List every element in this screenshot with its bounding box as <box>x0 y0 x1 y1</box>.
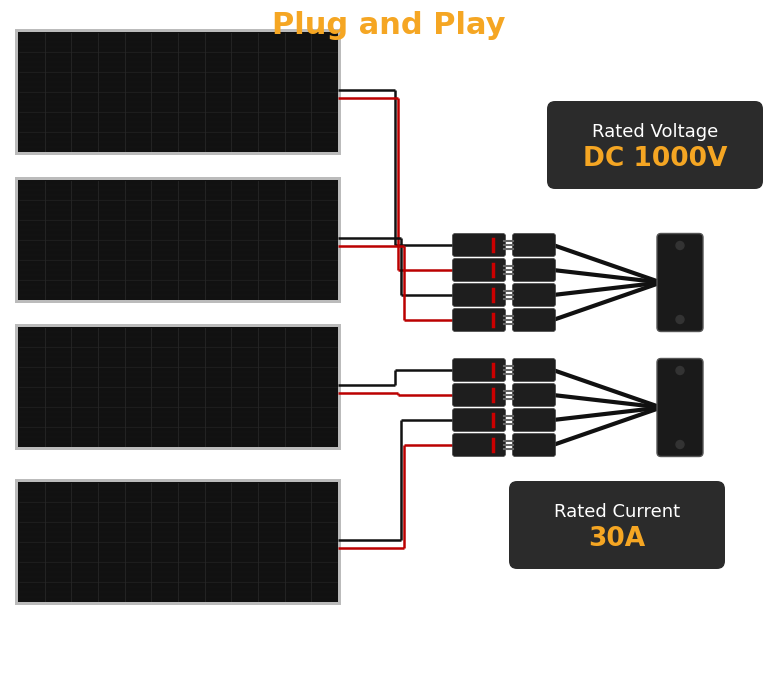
Circle shape <box>676 367 684 374</box>
FancyBboxPatch shape <box>15 324 341 450</box>
Circle shape <box>676 440 684 449</box>
FancyBboxPatch shape <box>453 409 506 431</box>
FancyBboxPatch shape <box>513 284 555 307</box>
FancyBboxPatch shape <box>509 481 725 569</box>
Text: Plug and Play: Plug and Play <box>272 10 506 39</box>
FancyBboxPatch shape <box>15 177 341 303</box>
Text: DC 1000V: DC 1000V <box>583 146 727 172</box>
Bar <box>18 180 338 300</box>
FancyBboxPatch shape <box>453 234 506 256</box>
FancyBboxPatch shape <box>657 234 703 332</box>
FancyBboxPatch shape <box>453 384 506 407</box>
FancyBboxPatch shape <box>453 309 506 332</box>
FancyBboxPatch shape <box>657 358 703 456</box>
Bar <box>18 32 338 152</box>
FancyBboxPatch shape <box>513 234 555 256</box>
FancyBboxPatch shape <box>513 309 555 332</box>
FancyBboxPatch shape <box>513 433 555 456</box>
Bar <box>18 482 338 602</box>
FancyBboxPatch shape <box>547 101 763 189</box>
Text: Rated Current: Rated Current <box>554 503 680 521</box>
FancyBboxPatch shape <box>513 358 555 382</box>
Bar <box>18 327 338 447</box>
Circle shape <box>676 241 684 249</box>
FancyBboxPatch shape <box>513 258 555 281</box>
FancyBboxPatch shape <box>513 384 555 407</box>
Circle shape <box>676 316 684 323</box>
Text: 30A: 30A <box>588 526 646 552</box>
FancyBboxPatch shape <box>15 479 341 605</box>
FancyBboxPatch shape <box>453 433 506 456</box>
FancyBboxPatch shape <box>15 29 341 155</box>
Text: Rated Voltage: Rated Voltage <box>592 123 718 141</box>
FancyBboxPatch shape <box>453 284 506 307</box>
FancyBboxPatch shape <box>513 409 555 431</box>
FancyBboxPatch shape <box>453 258 506 281</box>
FancyBboxPatch shape <box>453 358 506 382</box>
